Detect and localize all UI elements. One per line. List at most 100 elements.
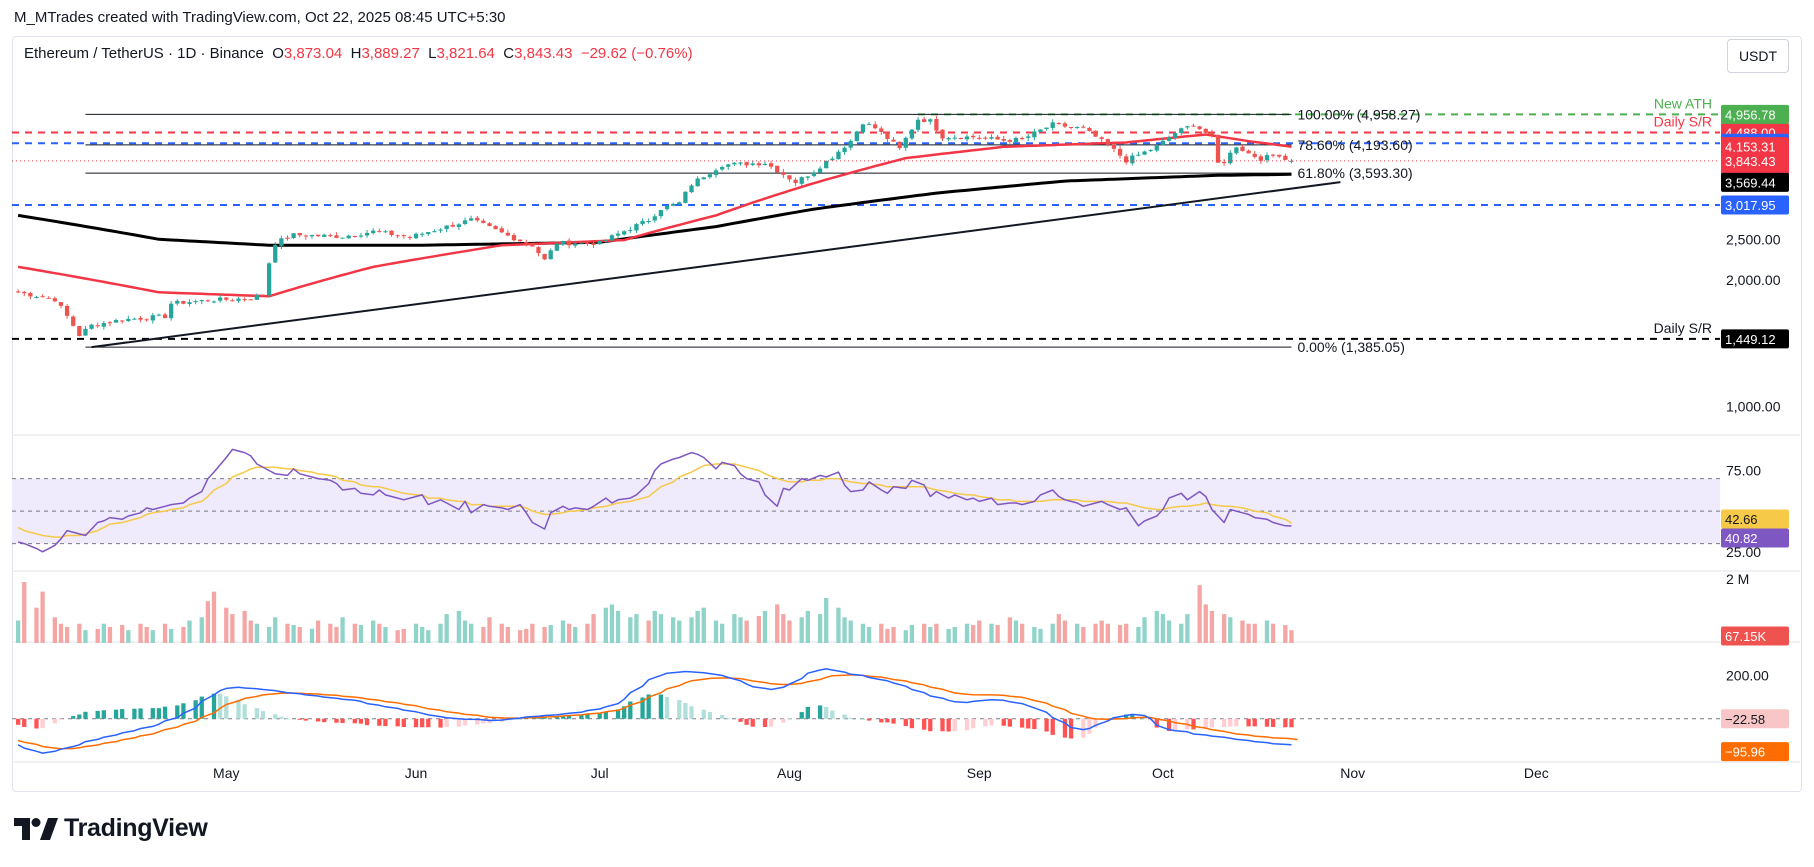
macd-histogram-bar (420, 718, 425, 728)
tradingview-logo-icon (14, 817, 58, 840)
candle (1124, 156, 1129, 163)
macd-histogram-bar (762, 718, 768, 727)
symbol-title[interactable]: Ethereum / TetherUS · 1D · Binance (24, 45, 264, 62)
volume-bar (1228, 617, 1233, 643)
volume-bar (628, 617, 633, 643)
candle (481, 220, 486, 224)
volume-bar (658, 614, 664, 643)
volume-bar (1283, 625, 1288, 643)
macd-histogram-bar (1191, 718, 1196, 730)
candle (377, 231, 382, 233)
time-axis-tick: Jun (405, 765, 428, 781)
volume-bar (499, 623, 504, 643)
macd-histogram-bar (805, 706, 810, 719)
volume-bar (224, 607, 229, 643)
candle (677, 202, 682, 205)
candle (230, 300, 235, 302)
volume-bar (169, 628, 174, 643)
low-label: L (428, 45, 437, 62)
macd-histogram-bar (664, 696, 670, 719)
macd-histogram-bar (138, 708, 143, 719)
candle (334, 235, 339, 238)
candle (211, 301, 217, 303)
time-axis-tick: May (213, 765, 239, 781)
currency-button[interactable]: USDT (1727, 39, 1789, 73)
volume-bar (401, 628, 406, 643)
macd-histogram-bar (1252, 718, 1257, 727)
candle (732, 162, 737, 165)
volume-bar (524, 628, 529, 643)
candle (628, 229, 633, 231)
macd-histogram-bar (866, 718, 872, 721)
volume-bar (468, 623, 474, 643)
macd-histogram-bar (707, 712, 713, 719)
candle (1068, 126, 1074, 128)
macd-histogram-bar (922, 718, 927, 730)
candle (364, 232, 370, 236)
volume-bar (860, 623, 866, 643)
candle (897, 141, 902, 149)
macd-histogram-bar (1228, 718, 1233, 727)
volume-bar (732, 614, 737, 643)
ascending-trendline (91, 181, 1341, 349)
rsi-ma-badge-label: 42.66 (1725, 512, 1758, 527)
candle (28, 293, 33, 297)
macd-histogram-bar (842, 714, 847, 719)
macd-histogram-bar (395, 718, 400, 727)
macd-histogram-bar (254, 708, 260, 719)
candle (1154, 145, 1159, 151)
candle (640, 220, 645, 225)
tradingview-logo[interactable]: TradingView (14, 814, 208, 843)
candle (450, 224, 455, 227)
candle (573, 243, 578, 246)
candle (799, 177, 804, 184)
candle (671, 203, 676, 206)
candle (977, 137, 982, 139)
macd-histogram-bar (236, 699, 241, 719)
candle (995, 136, 1000, 140)
open-value: 3,873.04 (283, 45, 343, 62)
volume-badge (1721, 626, 1789, 646)
macd-histogram-bar (22, 718, 27, 727)
candle (585, 242, 590, 244)
macd-histogram-bar (364, 718, 370, 726)
macd-histogram-bar (340, 718, 345, 724)
macd-histogram-bar (848, 717, 853, 719)
macd-histogram-bar (95, 710, 100, 719)
candle (554, 244, 559, 251)
candle (432, 231, 437, 233)
volume-bar (52, 617, 57, 643)
volume-bar (211, 591, 217, 643)
macd-histogram-bar (622, 706, 627, 719)
candle (989, 137, 994, 139)
macd-histogram-bar (77, 714, 82, 719)
candle (242, 299, 247, 301)
macd-histogram-bar (824, 706, 829, 719)
price-badge-support-blue (1721, 195, 1789, 215)
candle (689, 185, 694, 193)
macd-histogram-bar (156, 708, 162, 719)
candle (1013, 137, 1019, 143)
macd-histogram-bar (689, 706, 694, 719)
volume-bar (817, 614, 823, 643)
price-axis-tick: 1,000.00 (1726, 399, 1781, 415)
macd-histogram-bar (211, 693, 217, 719)
volume-bar (77, 623, 82, 643)
candle (603, 240, 608, 242)
level-label-daily-sr-upper: Daily S/R (1654, 114, 1712, 130)
time-axis-tick: Dec (1524, 765, 1549, 781)
candle (401, 235, 406, 237)
candle (1099, 137, 1104, 139)
candle (952, 137, 957, 139)
candle (505, 232, 511, 236)
candle (64, 305, 70, 316)
macd-histogram-bar (352, 718, 357, 724)
candle (248, 299, 253, 301)
macd-histogram-bar (640, 697, 645, 719)
volume-bar (848, 620, 853, 643)
volume-bar (885, 628, 890, 643)
last-price-badge-label: 3,843.43 (1725, 154, 1776, 169)
volume-bar (248, 620, 253, 643)
volume-bar (1203, 604, 1208, 643)
